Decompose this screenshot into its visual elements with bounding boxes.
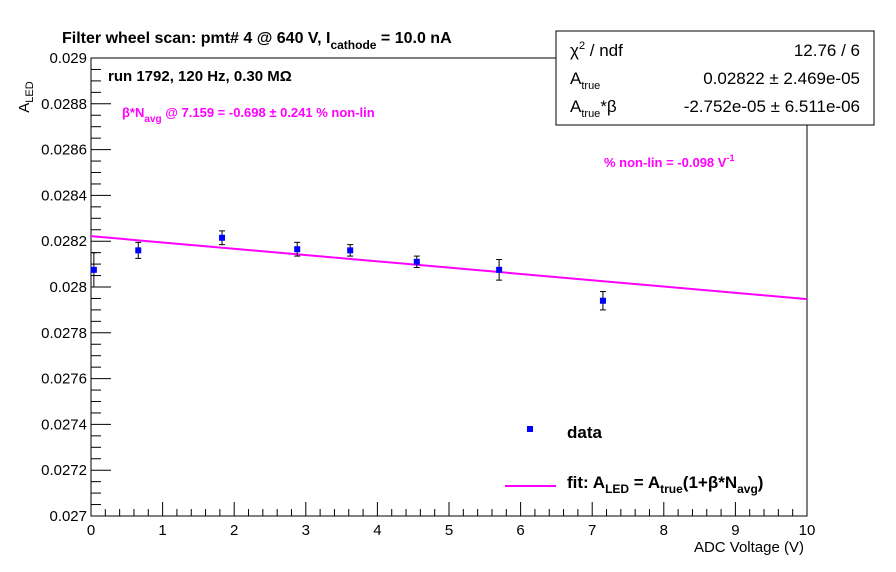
data-point [347,244,354,257]
y-tick-label: 0.028 [49,279,87,296]
x-tick-label: 8 [660,522,668,539]
x-tick-label: 3 [302,522,310,539]
plot-frame [90,57,808,517]
stats-label-chi2: χ2 / ndf [570,40,623,60]
legend-label-data: data [567,423,603,442]
beta-annotation-main: β*N [122,105,144,120]
y-axis-label: ALED [16,81,36,112]
fit-series [90,235,808,301]
data-series [90,230,606,311]
y-axis-label-main: A [16,103,33,113]
legend-label-fit: fit: ALED = Atrue(1+β*Navg) [567,473,763,496]
stats-value-atrue-beta: -2.752e-05 ± 6.511e-06 [684,97,860,116]
data-point [496,259,503,281]
y-tick-label: 0.0282 [41,233,87,250]
stats-label-atrue-subscript: true [581,80,600,92]
x-tick-label: 10 [799,522,816,539]
y-tick-label: 0.0286 [41,142,87,159]
x-tick-label: 6 [516,522,524,539]
data-point [294,241,301,257]
legend-fit-part4: ) [758,473,764,492]
data-marker [413,258,420,265]
chart-title: Filter wheel scan: pmt# 4 @ 640 V, Icath… [62,30,452,52]
legend-fit-sub2: true [660,482,683,496]
data-point [135,241,142,259]
y-axis-label-subscript: LED [24,81,36,102]
stats-box-frame [555,30,875,126]
fit-line [90,235,808,301]
stats-label-atrue-beta-subscript: true [581,108,600,120]
data-marker [135,247,142,254]
data-marker [347,247,354,254]
x-tick-label: 9 [731,522,739,539]
data-marker [219,234,226,241]
y-axis: 0.027 0.0272 0.0274 0.0276 0.0278 0.028 0.0282… [41,50,111,525]
y-tick-label: 0.0288 [41,96,87,113]
legend-fit-sub1: LED [605,482,629,496]
data-point [219,230,226,246]
x-tick-label: 5 [445,522,453,539]
data-marker [496,266,503,273]
y-tick-label: 0.029 [49,50,87,67]
stats-label-atrue-beta-tail: *β [600,97,617,116]
stats-label-atrue-beta: Atrue*β [570,97,617,120]
legend: data fit: ALED = Atrue(1+β*Navg) [505,423,763,496]
chart-title-subscript: cathode [330,38,376,52]
x-axis: 0 1 2 3 4 5 6 7 8 9 10 [87,502,816,539]
legend-marker-data [527,426,533,432]
data-point [599,291,606,311]
stats-label-atrue-main: A [570,69,582,88]
legend-fit-part3: (1+β*N [683,473,737,492]
stats-label-chi2-main: χ [570,41,579,60]
data-marker [599,297,606,304]
x-tick-label: 7 [588,522,596,539]
x-tick-label: 4 [373,522,381,539]
data-marker [90,266,97,273]
legend-fit-sub3: avg [737,482,758,496]
stats-label-chi2-tail: / ndf [585,41,623,60]
y-tick-label: 0.0276 [41,371,87,388]
beta-annotation: β*Navg @ 7.159 = -0.698 ± 0.241 % non-li… [122,105,375,125]
beta-annotation-subscript: avg [144,114,161,125]
chart-title-tail: = 10.0 nA [376,30,452,47]
chart-title-main: Filter wheel scan: pmt# 4 @ 640 V, I [62,30,330,47]
data-point [413,255,420,269]
x-tick-label: 0 [87,522,95,539]
y-tick-label: 0.0278 [41,325,87,342]
data-point [90,252,97,288]
stats-label-atrue: Atrue [570,69,600,92]
y-tick-label: 0.0284 [41,187,87,204]
run-info: run 1792, 120 Hz, 0.30 MΩ [108,68,292,85]
y-tick-label: 0.0272 [41,462,87,479]
x-axis-label: ADC Voltage (V) [694,539,804,556]
nonlin-annotation-main: % non-lin = -0.098 V [604,155,727,170]
stats-value-chi2: 12.76 / 6 [794,41,860,60]
stats-box: χ2 / ndf 12.76 / 6 Atrue 0.02822 ± 2.469… [555,30,875,126]
x-tick-label: 2 [230,522,238,539]
nonlin-annotation-superscript: -1 [726,153,734,163]
y-tick-label: 0.027 [49,508,87,525]
nonlin-annotation: % non-lin = -0.098 V-1 [604,153,734,170]
beta-annotation-tail: @ 7.159 = -0.698 ± 0.241 % non-lin [162,105,375,120]
legend-fit-part2: = A [629,473,660,492]
legend-fit-part1: fit: A [567,473,605,492]
data-marker [294,246,301,253]
stats-label-atrue-beta-main: A [570,97,582,116]
y-tick-label: 0.0274 [41,416,87,433]
stats-value-atrue: 0.02822 ± 2.469e-05 [703,69,860,88]
stats-label-chi2-superscript: 2 [579,40,585,52]
x-tick-label: 1 [158,522,166,539]
